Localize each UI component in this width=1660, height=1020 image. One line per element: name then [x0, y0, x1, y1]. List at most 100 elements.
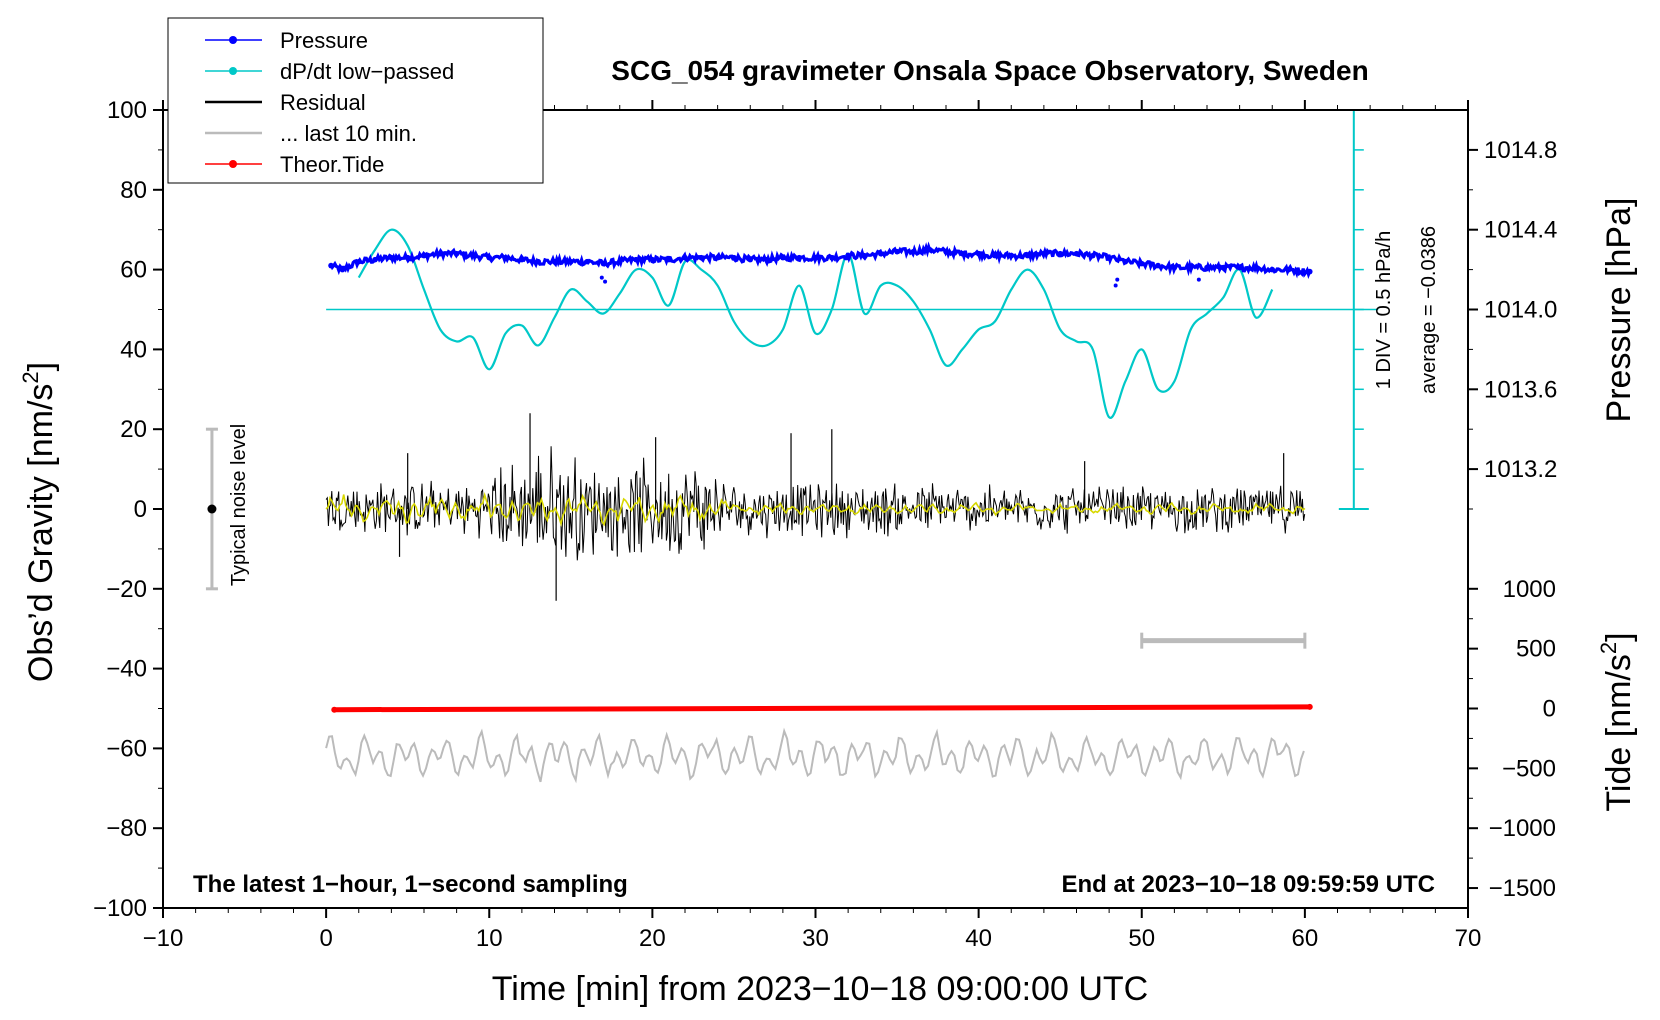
pressure-point [910, 248, 917, 255]
pressure-point [535, 258, 541, 265]
y-axis-label-end: ] [22, 362, 60, 371]
pressure-point [829, 254, 835, 261]
pressure-point [975, 250, 982, 257]
y-tick-label: −40 [106, 656, 147, 683]
pressure-point [894, 248, 900, 255]
y-axis-label-sup: 2 [18, 371, 43, 383]
pressure-point [1122, 258, 1129, 265]
x-tick-label: 30 [802, 925, 829, 952]
noise-level-dot [207, 504, 217, 514]
pressure-outlier [603, 279, 608, 284]
tide-tick-label: 0 [1543, 696, 1556, 723]
x-tick-label: 60 [1292, 925, 1319, 952]
pressure-point [404, 254, 411, 261]
legend-marker [229, 160, 237, 168]
pressure-point [355, 258, 362, 265]
pressure-point [1187, 264, 1194, 271]
pressure-point [1285, 266, 1292, 273]
pressure-point [1073, 250, 1080, 257]
pressure-outlier [1196, 277, 1201, 282]
chart-title: SCG_054 gravimeter Onsala Space Observat… [611, 55, 1368, 86]
y-tick-label: 0 [134, 496, 147, 523]
tide-tick-label: −1000 [1489, 815, 1556, 842]
pressure-point [877, 250, 884, 257]
pressure-point [665, 256, 672, 263]
pressure-point [763, 256, 770, 263]
x-tick-label: 40 [965, 925, 992, 952]
tide-axis-label: Tide [nm/s2] [1596, 632, 1638, 811]
pressure-point [1024, 252, 1031, 259]
pressure-point [926, 246, 933, 253]
pressure-point [519, 256, 525, 263]
legend-label: Pressure [280, 28, 368, 53]
pressure-point [453, 250, 460, 257]
y-tick-label: −100 [93, 895, 147, 922]
pressure-point [1155, 262, 1161, 269]
pressure-point [1008, 252, 1015, 259]
pressure-point [486, 254, 493, 261]
pressure-point [796, 254, 802, 261]
pressure-tick-label: 1014.4 [1484, 217, 1557, 244]
pressure-point [633, 256, 639, 263]
pressure-point [372, 256, 378, 263]
legend-label: dP/dt low−passed [280, 59, 454, 84]
tide-tick-label: 500 [1516, 636, 1556, 663]
pressure-point [714, 254, 721, 261]
last-10-min-line [325, 727, 1305, 784]
y-tick-label: −20 [106, 576, 147, 603]
pressure-point [1204, 264, 1210, 271]
pressure-outlier [1113, 283, 1118, 288]
y-tick-label: 40 [120, 336, 147, 363]
x-tick-label: 0 [319, 925, 332, 952]
legend-box [167, 17, 544, 184]
y-tick-label: 20 [120, 416, 147, 443]
pressure-point [1306, 268, 1313, 275]
tide-tick-label: 1000 [1503, 576, 1556, 603]
pressure-point [600, 260, 607, 267]
y-tick-label: 60 [120, 257, 147, 284]
end-time-note: End at 2023−10−18 09:59:59 UTC [1061, 871, 1435, 898]
pressure-point [584, 258, 590, 265]
pressure-point [388, 254, 395, 261]
pressure-point [1106, 254, 1112, 261]
pressure-point [1041, 250, 1047, 257]
pressure-point [943, 248, 949, 255]
pressure-point [649, 256, 656, 263]
tide-axis-label-sup: 2 [1596, 642, 1621, 654]
pressure-point [780, 254, 786, 261]
tide-tick-label: −500 [1502, 755, 1556, 782]
tide-axis-label-main: Tide [nm/s [1600, 654, 1638, 811]
x-tick-label: 10 [476, 925, 503, 952]
tide-tick-label: −1500 [1489, 875, 1556, 902]
pressure-point [1220, 264, 1227, 271]
pressure-point [339, 266, 346, 273]
legend-marker [229, 36, 237, 44]
div-scale-label: 1 DIV = 0.5 hPa/h [1373, 231, 1395, 389]
pressure-point [1269, 266, 1276, 273]
pressure-axis-label: Pressure [hPa] [1600, 198, 1638, 423]
pressure-outlier [599, 275, 604, 280]
residual-line [325, 446, 1306, 561]
pressure-point [1138, 260, 1145, 267]
pressure-tick-label: 1014.0 [1484, 297, 1557, 324]
pressure-tick-label: 1013.2 [1484, 456, 1557, 483]
noise-level-label: Typical noise level [228, 424, 250, 586]
pressure-point [747, 256, 754, 263]
pressure-point [328, 262, 334, 269]
legend-marker [229, 67, 237, 75]
pressure-point [437, 250, 444, 257]
plot-data-layer [205, 109, 1379, 784]
y-tick-label: 100 [107, 97, 147, 124]
pressure-point [698, 254, 705, 261]
theor-tide-line [334, 704, 1310, 713]
theor-tide-point [1306, 703, 1313, 710]
y-tick-label: −60 [106, 735, 147, 762]
pressure-point [812, 254, 819, 261]
legend-label: ... last 10 min. [280, 121, 417, 146]
pressure-point [845, 252, 851, 259]
pressure-point [682, 254, 688, 261]
pressure-point [616, 258, 623, 265]
theor-tide-point [331, 706, 338, 713]
pressure-point [1057, 250, 1063, 257]
